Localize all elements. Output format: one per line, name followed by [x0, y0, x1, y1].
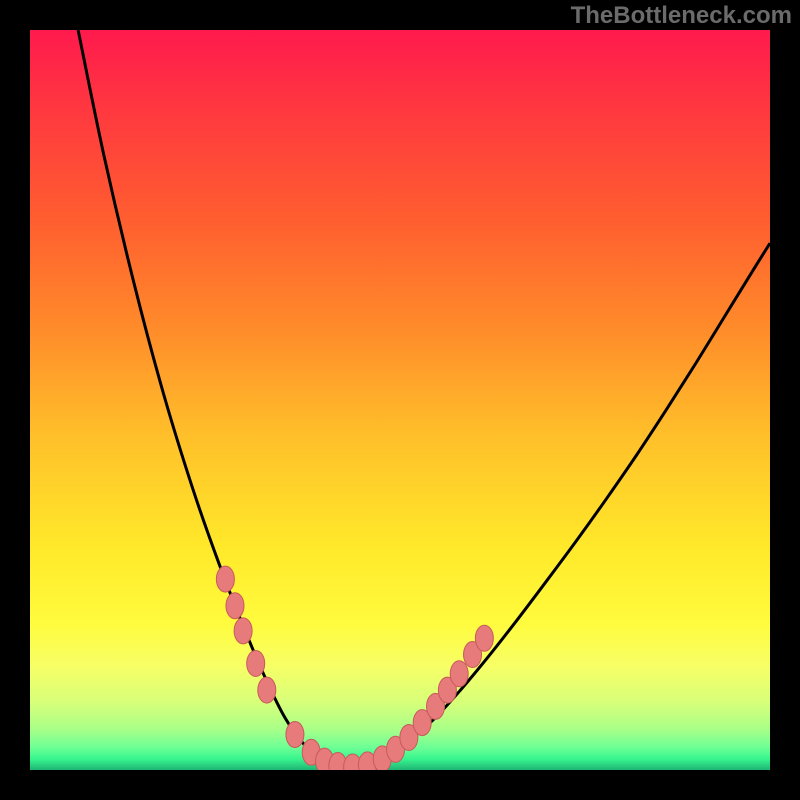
data-marker — [216, 566, 234, 592]
gradient-background — [30, 30, 770, 770]
data-marker — [475, 625, 493, 651]
data-marker — [226, 593, 244, 619]
plot-area — [30, 30, 770, 770]
data-marker — [286, 721, 304, 747]
data-marker — [450, 661, 468, 687]
data-marker — [258, 677, 276, 703]
data-marker — [234, 618, 252, 644]
chart-container: TheBottleneck.com — [0, 0, 800, 800]
data-marker — [247, 650, 265, 676]
watermark-text: TheBottleneck.com — [571, 2, 792, 30]
chart-svg — [30, 30, 770, 770]
